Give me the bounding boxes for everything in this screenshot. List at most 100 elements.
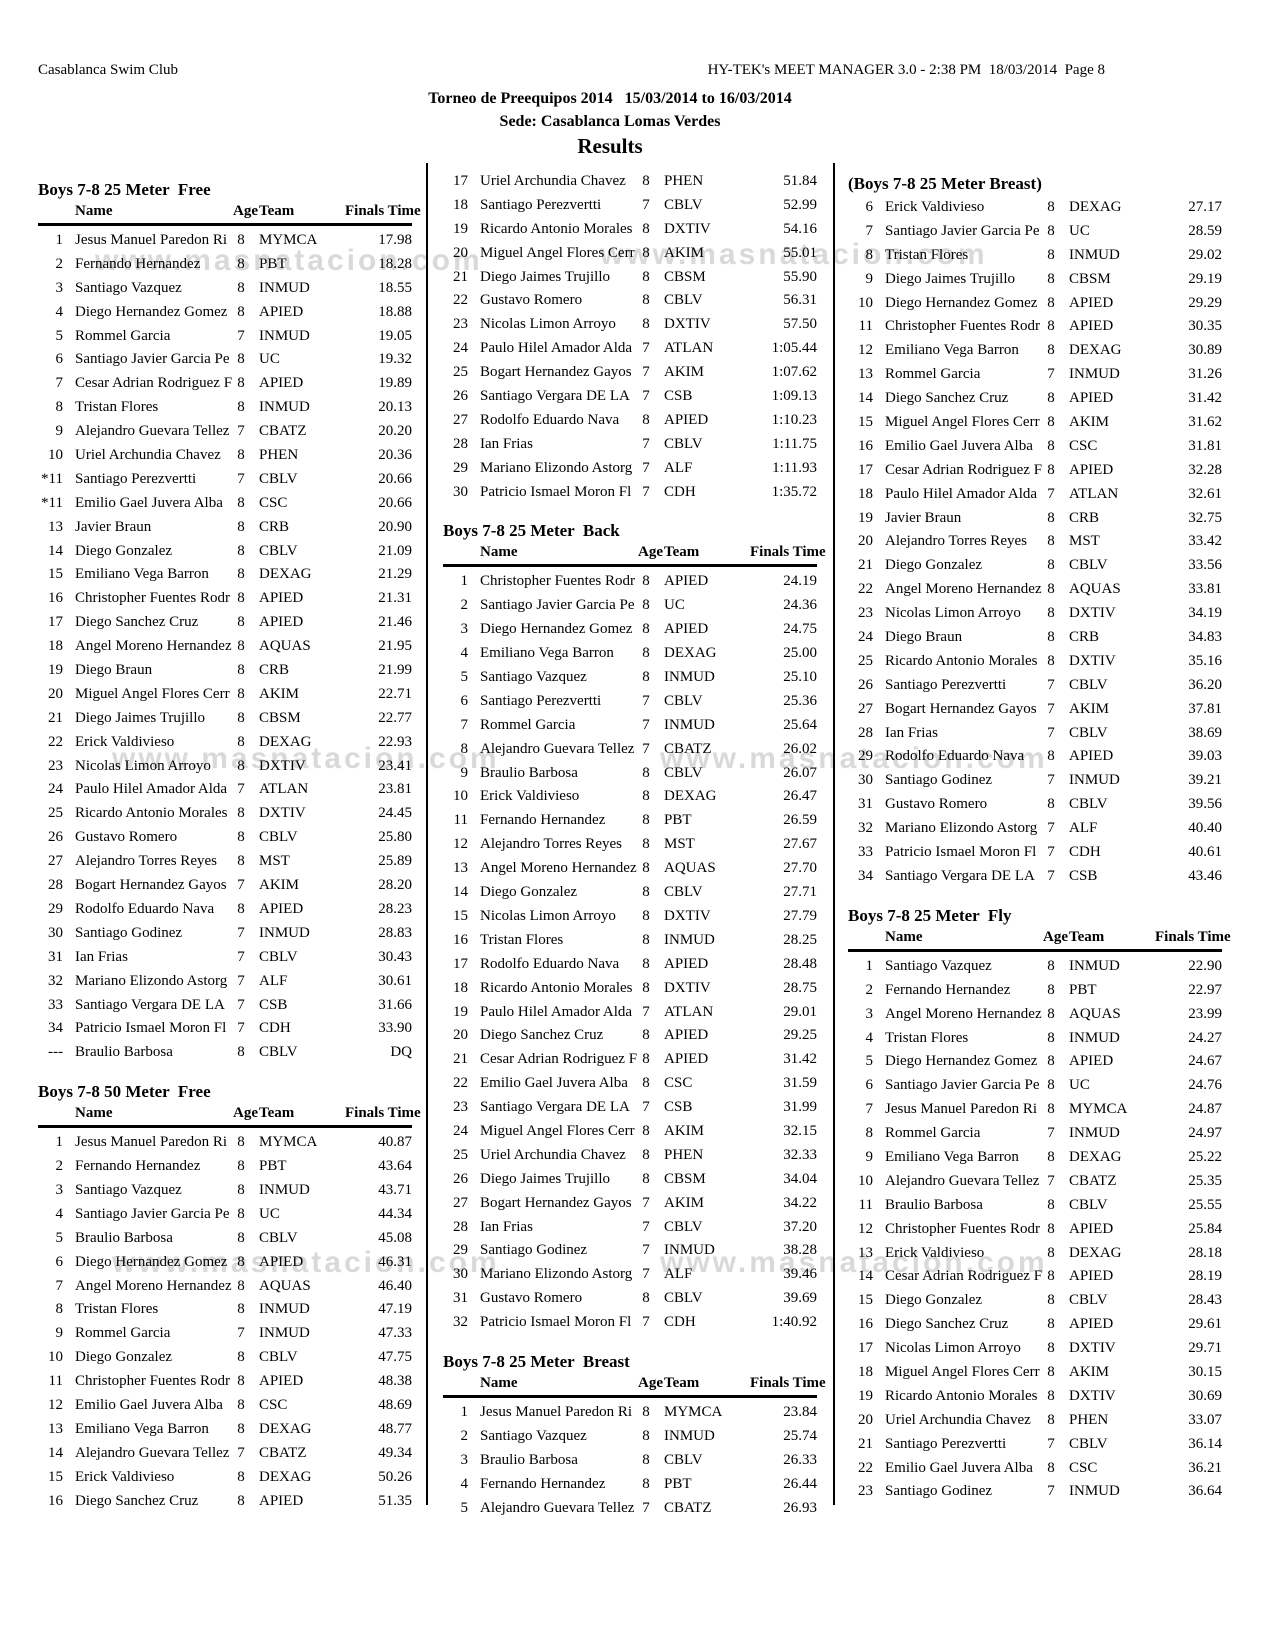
place: 15 (48, 566, 63, 583)
team-code: AKIM (1069, 414, 1109, 431)
place: 17 (858, 1340, 873, 1357)
finals-time: 48.77 (378, 1420, 412, 1437)
finals-time: 35.16 (1188, 652, 1222, 669)
age: 7 (237, 948, 245, 965)
finals-time: 28.43 (1188, 1292, 1222, 1309)
place: 5 (55, 1229, 64, 1246)
finals-time: 37.20 (783, 1218, 817, 1235)
result-row: 19 Javier Braun 8 CRB 32.75 (848, 507, 1222, 531)
finals-time: 23.84 (783, 1403, 817, 1420)
place: 7 (460, 716, 469, 733)
team-code: CRB (1069, 629, 1100, 646)
team-code: CSB (664, 388, 693, 405)
age: 8 (642, 268, 650, 285)
age: 7 (1047, 700, 1055, 717)
finals-time: 27.70 (783, 860, 817, 877)
result-row: 1 Jesus Manuel Paredon Ri 8 MYMCA 17.98 (38, 229, 413, 253)
team-code: AKIM (664, 1194, 704, 1211)
result-row: 1 Jesus Manuel Paredon Ri 8 MYMCA 40.87 (38, 1131, 413, 1155)
finals-time: 22.97 (1188, 981, 1222, 998)
place: 11 (858, 318, 873, 335)
swimmer-name: Braulio Barbosa (885, 1196, 983, 1213)
age: 8 (237, 542, 245, 559)
team-code: MYMCA (664, 1403, 723, 1420)
swimmer-name: Diego Hernandez Gomez (885, 1053, 1038, 1070)
place: 2 (460, 597, 469, 614)
team-code: MST (664, 836, 695, 853)
place: 29 (453, 459, 468, 476)
team-code: AKIM (664, 1122, 704, 1139)
finals-time: 39.56 (1188, 796, 1222, 813)
place: 20 (453, 244, 468, 261)
age: 8 (1047, 1363, 1055, 1380)
age: 8 (237, 1396, 245, 1413)
swimmer-name: Ian Frias (885, 724, 938, 741)
age: 8 (237, 1229, 245, 1246)
result-row: 13 Angel Moreno Hernandez 8 AQUAS 27.70 (443, 857, 817, 881)
result-row: 13 Rommel Garcia 7 INMUD 31.26 (848, 363, 1222, 387)
place: 26 (858, 676, 873, 693)
result-row: 25 Uriel Archundia Chavez 8 PHEN 32.33 (443, 1144, 817, 1168)
place: 15 (858, 1292, 873, 1309)
age: 8 (1047, 1387, 1055, 1404)
age: 8 (642, 1290, 650, 1307)
place: 22 (858, 581, 873, 598)
swimmer-name: Angel Moreno Hernandez (885, 581, 1042, 598)
finals-time: 23.99 (1188, 1005, 1222, 1022)
place: 15 (453, 907, 468, 924)
result-row: 18 Angel Moreno Hernandez 8 AQUAS 21.95 (38, 635, 412, 659)
place: 33 (858, 844, 873, 861)
swimmer-name: Erick Valdivieso (480, 788, 580, 805)
result-row: 18 Miguel Angel Flores Cerr 8 AKIM 30.15 (848, 1361, 1222, 1385)
age: 7 (642, 1218, 650, 1235)
finals-time: 34.22 (783, 1194, 817, 1211)
header-place-spacer (848, 928, 873, 947)
swimmer-name: Emilio Gael Juvera Alba (480, 1075, 628, 1092)
swimmer-name: Tristan Flores (480, 931, 564, 948)
header-place-spacer (443, 1374, 468, 1393)
place: 28 (453, 1218, 468, 1235)
place: 7 (55, 375, 64, 392)
result-row: 11 Fernando Hernandez 8 PBT 26.59 (443, 809, 817, 833)
finals-time: 51.84 (783, 173, 817, 189)
age: 8 (1047, 318, 1055, 335)
result-row: 22 Angel Moreno Hernandez 8 AQUAS 33.81 (848, 578, 1222, 602)
age: 8 (642, 292, 650, 309)
place: 18 (453, 196, 468, 213)
header-age: Age (1043, 928, 1068, 945)
result-row: 18 Santiago Perezvertti 7 CBLV 52.99 (443, 194, 817, 218)
team-code: APIED (664, 1051, 709, 1068)
team-code: DXTIV (1069, 605, 1116, 622)
team-code: AKIM (664, 244, 704, 261)
age: 8 (237, 279, 245, 296)
place: 22 (453, 1075, 468, 1092)
swimmer-name: Jesus Manuel Paredon Ri (885, 1101, 1038, 1118)
place: 2 (865, 981, 874, 998)
result-row: 12 Alejandro Torres Reyes 8 MST 27.67 (443, 833, 817, 857)
team-code: INMUD (1069, 1125, 1120, 1142)
place: 23 (858, 1483, 873, 1500)
team-code: CDH (664, 483, 696, 500)
team-code: APIED (1069, 1053, 1114, 1070)
place: 20 (858, 1411, 873, 1428)
result-row: 19 Ricardo Antonio Morales 8 DXTIV 54.16 (443, 218, 817, 242)
swimmer-name: Diego Jaimes Trujillo (480, 268, 611, 285)
finals-time: 44.34 (378, 1205, 412, 1222)
result-row: 20 Miguel Angel Flores Cerr 8 AKIM 55.01 (443, 242, 817, 266)
result-row: 25 Ricardo Antonio Morales 8 DXTIV 24.45 (38, 802, 412, 826)
finals-time: 43.64 (378, 1158, 412, 1175)
finals-time: 27.67 (783, 836, 817, 853)
swimmer-name: Diego Sanchez Cruz (75, 614, 199, 631)
team-code: CBLV (1069, 676, 1108, 693)
age: 7 (1047, 820, 1055, 837)
swimmer-name: Tristan Flores (75, 1301, 159, 1318)
age: 8 (1047, 509, 1055, 526)
finals-time: 19.32 (378, 351, 412, 368)
finals-time: 32.28 (1188, 461, 1222, 478)
result-row: 16 Tristan Flores 8 INMUD 28.25 (443, 929, 817, 953)
finals-time: 36.14 (1188, 1435, 1222, 1452)
age: 8 (237, 1373, 245, 1390)
team-code: CBLV (664, 884, 703, 901)
place: 8 (55, 1301, 64, 1318)
result-row: --- Braulio Barbosa 8 CBLV DQ (38, 1041, 412, 1065)
